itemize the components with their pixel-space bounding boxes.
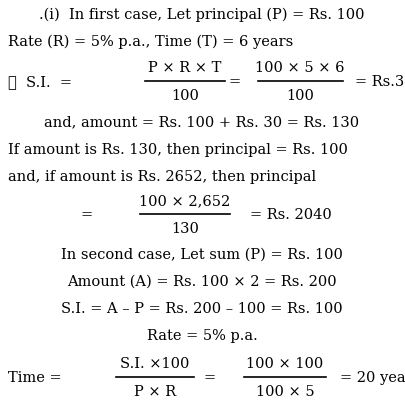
Text: P × R × T: P × R × T [148, 61, 222, 75]
Text: Amount (A) = Rs. 100 × 2 = Rs. 200: Amount (A) = Rs. 100 × 2 = Rs. 200 [67, 274, 337, 288]
Text: 100: 100 [171, 89, 199, 103]
Text: 100 × 2,652: 100 × 2,652 [139, 193, 230, 207]
Text: = Rs. 2040: = Rs. 2040 [250, 207, 332, 221]
Text: .(i)  In first case, Let principal (P) = Rs. 100: .(i) In first case, Let principal (P) = … [39, 8, 365, 22]
Text: = Rs.30: = Rs.30 [355, 75, 405, 89]
Text: 100 × 5: 100 × 5 [256, 384, 314, 398]
Text: Time =: Time = [8, 370, 62, 384]
Text: 100 × 5 × 6: 100 × 5 × 6 [255, 61, 345, 75]
Text: and, amount = Rs. 100 + Rs. 30 = Rs. 130: and, amount = Rs. 100 + Rs. 30 = Rs. 130 [45, 115, 360, 129]
Text: =: = [204, 370, 216, 384]
Text: Rate (R) = 5% p.a., Time (T) = 6 years: Rate (R) = 5% p.a., Time (T) = 6 years [8, 35, 293, 49]
Text: 100 × 100: 100 × 100 [246, 356, 324, 370]
Text: S.I. ×100: S.I. ×100 [120, 356, 190, 370]
Text: If amount is Rs. 130, then principal = Rs. 100: If amount is Rs. 130, then principal = R… [8, 143, 348, 157]
Text: ∴  S.I.  =: ∴ S.I. = [8, 75, 72, 89]
Text: In second case, Let sum (P) = Rs. 100: In second case, Let sum (P) = Rs. 100 [61, 247, 343, 261]
Text: P × R: P × R [134, 384, 176, 398]
Text: =: = [229, 75, 241, 89]
Text: 100: 100 [286, 89, 314, 103]
Text: = 20 years: = 20 years [340, 370, 405, 384]
Text: and, if amount is Rs. 2652, then principal: and, if amount is Rs. 2652, then princip… [8, 170, 316, 184]
Text: Rate = 5% p.a.: Rate = 5% p.a. [147, 328, 257, 342]
Text: =: = [80, 207, 92, 221]
Text: 130: 130 [171, 221, 199, 236]
Text: S.I. = A – P = Rs. 200 – 100 = Rs. 100: S.I. = A – P = Rs. 200 – 100 = Rs. 100 [61, 301, 343, 315]
